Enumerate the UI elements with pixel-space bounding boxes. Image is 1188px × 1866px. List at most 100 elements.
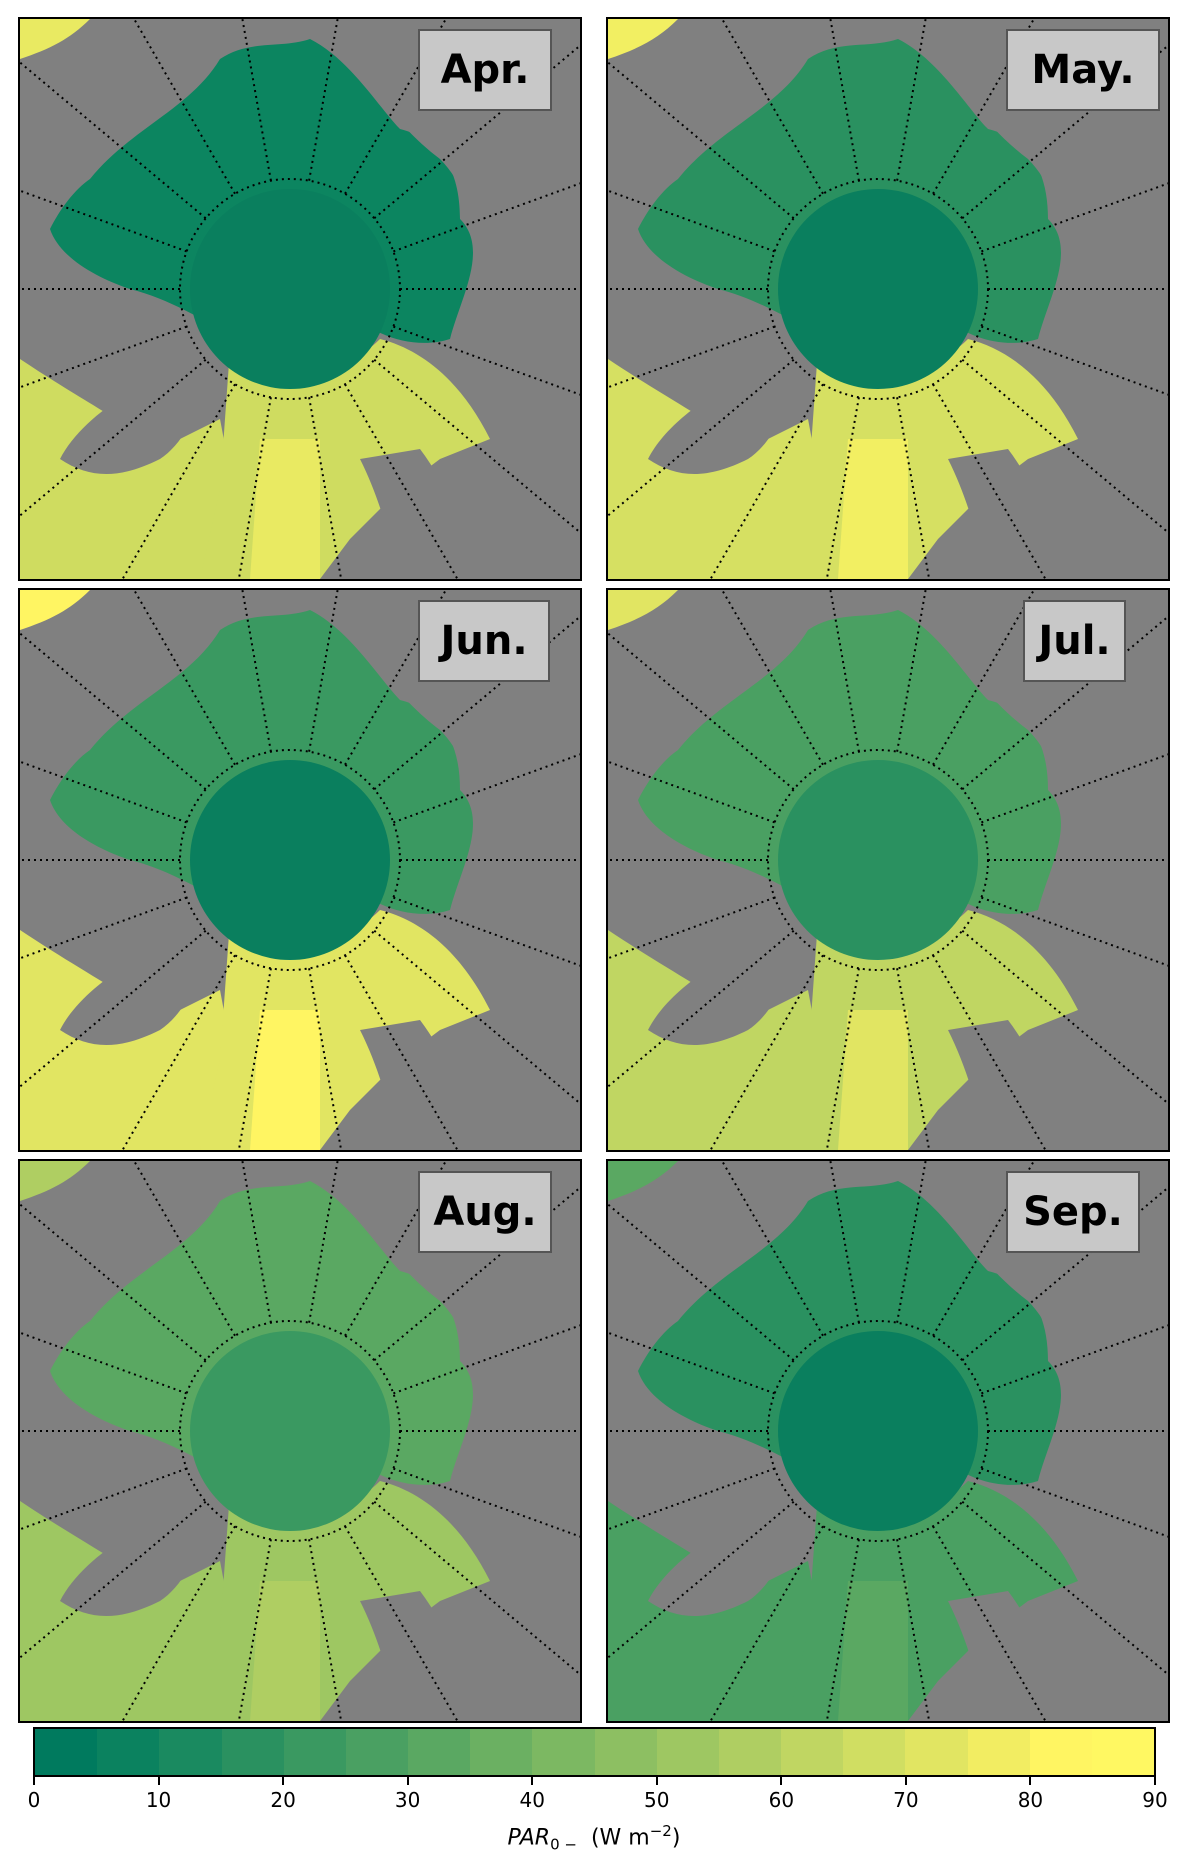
colorbar-label: PAR0 − (W m−2) <box>0 1822 1188 1854</box>
land-scandinavia <box>948 1591 1051 1721</box>
map-graphic <box>20 19 580 579</box>
ocean-bering <box>20 590 90 630</box>
ocean-central-arctic <box>778 760 978 960</box>
colorbar-segment <box>345 1729 409 1775</box>
land-eurasia <box>928 590 1168 1150</box>
land-canada <box>20 830 110 920</box>
ocean-central-arctic <box>190 760 390 960</box>
colorbar-tick-label: 50 <box>644 1788 670 1812</box>
colorbar-label-close: ) <box>671 1825 681 1851</box>
land-scandinavia <box>360 1591 463 1721</box>
colorbar-segment <box>718 1729 782 1775</box>
colorbar-tick-label: 20 <box>270 1788 296 1812</box>
colorbar-tick-label: 30 <box>394 1788 421 1812</box>
colorbar-segment <box>781 1729 844 1775</box>
colorbar-label-exp: −2 <box>649 1822 672 1840</box>
colorbar-tick-label: 0 <box>27 1788 41 1812</box>
land-alaska <box>20 1161 200 1291</box>
colorbar-segment <box>97 1729 160 1775</box>
colorbar-tick <box>1029 1777 1032 1785</box>
map-panel-jul: Jul. <box>606 588 1170 1152</box>
ocean-central-arctic <box>778 1331 978 1531</box>
colorbar-label-units: (W m <box>590 1825 650 1851</box>
land-eurasia <box>928 1161 1168 1721</box>
colorbar-tick-label: 80 <box>1017 1788 1044 1812</box>
month-label: Aug. <box>418 1171 552 1253</box>
month-label: May. <box>1006 29 1160 111</box>
land-scandinavia <box>360 449 463 579</box>
colorbar-segment <box>1091 1729 1155 1775</box>
land-eurasia <box>340 19 580 579</box>
colorbar-segment <box>594 1729 657 1775</box>
land-scandinavia <box>360 1020 463 1150</box>
ocean-bering <box>608 19 678 59</box>
colorbar-segment <box>656 1729 719 1775</box>
land-scandinavia <box>948 449 1051 579</box>
colorbar-segment <box>408 1729 471 1775</box>
map-panel-jun: Jun. <box>18 588 582 1152</box>
colorbar-tick <box>33 1777 35 1785</box>
colorbar-tick <box>904 1777 907 1785</box>
graticule <box>608 19 1168 579</box>
ocean-north-atlantic <box>838 439 908 579</box>
land-alaska <box>20 590 200 720</box>
colorbar-segment <box>159 1729 222 1775</box>
colorbar-segment <box>35 1729 98 1775</box>
map-graphic <box>20 590 580 1150</box>
graticule <box>608 590 1168 1150</box>
colorbar-segment <box>905 1729 968 1775</box>
ocean-north-atlantic <box>838 1581 908 1721</box>
map-graphic <box>608 1161 1168 1721</box>
ocean-bering <box>20 19 90 59</box>
map-graphic <box>608 590 1168 1150</box>
colorbar-tick-label: 60 <box>768 1788 795 1812</box>
colorbar-tick-label: 10 <box>145 1788 172 1812</box>
colorbar-segment <box>843 1729 906 1775</box>
land-eurasia <box>340 1161 580 1721</box>
map-panel-sep: Sep. <box>606 1159 1170 1723</box>
land-alaska <box>608 590 788 720</box>
ocean-bering <box>608 1161 678 1201</box>
month-label: Jun. <box>418 600 550 682</box>
ocean-central-arctic <box>190 1331 390 1531</box>
ocean-north-atlantic <box>250 1010 320 1150</box>
graticule <box>20 1161 580 1721</box>
ocean-north-atlantic <box>250 1581 320 1721</box>
colorbar-tick-label: 70 <box>893 1788 919 1812</box>
colorbar-segment <box>470 1729 533 1775</box>
land-eurasia <box>340 590 580 1150</box>
map-panel-aug: Aug. <box>18 1159 582 1723</box>
land-alaska <box>20 19 200 149</box>
map-graphic <box>608 19 1168 579</box>
map-panel-apr: Apr. <box>18 17 582 581</box>
land-alaska <box>608 1161 788 1291</box>
colorbar-tick <box>780 1777 783 1785</box>
colorbar-tick <box>1154 1777 1156 1785</box>
land-eurasia <box>928 19 1168 579</box>
ocean-north-atlantic <box>838 1010 908 1150</box>
land-canada <box>608 1401 698 1491</box>
ocean-bering <box>608 590 678 630</box>
colorbar-tick <box>531 1777 534 1785</box>
graticule <box>608 1161 1168 1721</box>
ocean-bering <box>20 1161 90 1201</box>
land-canada <box>608 830 698 920</box>
colorbar-segment <box>1029 1729 1092 1775</box>
colorbar-segment <box>221 1729 284 1775</box>
ocean-north-atlantic <box>250 439 320 579</box>
colorbar-tick <box>157 1777 160 1785</box>
colorbar <box>33 1727 1156 1777</box>
colorbar-tick-label: 90 <box>1142 1788 1168 1812</box>
map-graphic <box>20 1161 580 1721</box>
colorbar-tick-label: 40 <box>519 1788 545 1812</box>
month-label: Apr. <box>418 29 552 111</box>
colorbar-label-sub: 0 − <box>550 1835 577 1854</box>
month-label: Sep. <box>1006 1171 1140 1253</box>
land-scandinavia <box>948 1020 1051 1150</box>
ocean-central-arctic <box>190 189 390 389</box>
colorbar-tick <box>406 1777 409 1785</box>
colorbar-segment <box>532 1729 595 1775</box>
map-panel-may: May. <box>606 17 1170 581</box>
land-canada <box>20 1401 110 1491</box>
land-canada <box>608 259 698 349</box>
